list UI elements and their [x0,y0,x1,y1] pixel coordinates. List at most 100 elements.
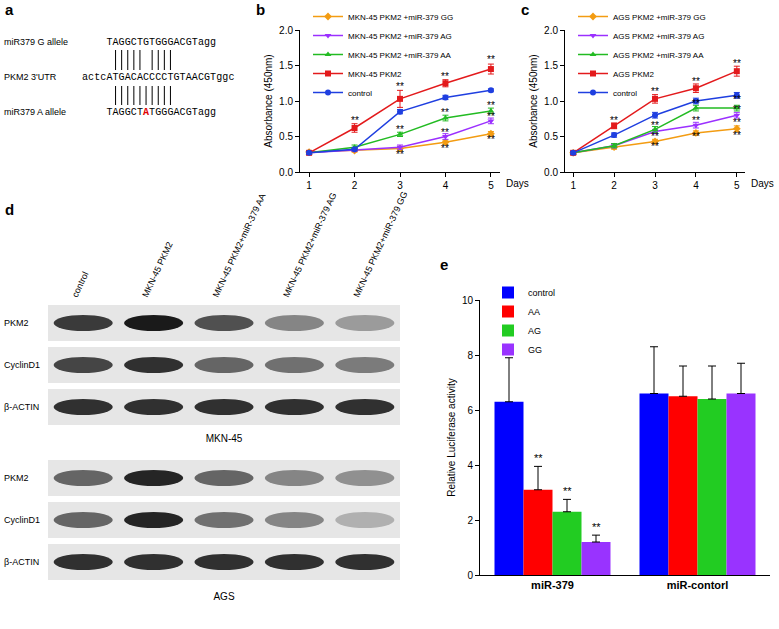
svg-text:**: ** [396,149,404,160]
svg-text:C: C [131,37,137,48]
svg-text:**: ** [692,76,700,87]
svg-text:a: a [82,72,88,83]
svg-text:PKM2: PKM2 [4,318,29,328]
svg-text:0.5: 0.5 [279,131,293,142]
svg-text:2: 2 [467,515,473,526]
svg-text:c: c [228,72,234,83]
svg-text:1.0: 1.0 [544,96,558,107]
svg-text:C: C [155,72,161,83]
svg-text:g: g [210,37,216,48]
svg-text:d: d [5,201,14,218]
svg-text:G: G [119,37,125,48]
svg-text:**: ** [441,127,449,138]
svg-text:control: control [613,89,637,98]
svg-text:**: ** [487,111,495,122]
svg-text:g: g [204,37,210,48]
svg-text:2: 2 [352,180,358,191]
svg-text:G: G [125,37,131,48]
svg-text:4: 4 [443,180,449,191]
svg-text:**: ** [692,98,700,109]
svg-text:miR379 A allele: miR379 A allele [4,107,66,117]
svg-text:G: G [119,72,125,83]
svg-text:control: control [70,270,90,299]
svg-text:**: ** [651,120,659,131]
svg-text:G: G [161,107,167,118]
svg-text:1.5: 1.5 [544,60,558,71]
svg-text:**: ** [396,81,404,92]
svg-text:AGS PKM2 +miR-379 GG: AGS PKM2 +miR-379 GG [613,13,706,22]
svg-text:C: C [198,72,204,83]
svg-text:A: A [186,72,192,83]
svg-text:G: G [155,107,161,118]
svg-text:c: c [521,1,529,18]
svg-text:T: T [137,107,143,118]
svg-text:0.0: 0.0 [279,167,293,178]
svg-text:T: T [180,72,186,83]
svg-text:**: ** [692,131,700,142]
svg-text:**: ** [610,115,618,126]
svg-text:control: control [348,89,372,98]
svg-text:T: T [106,107,112,118]
svg-text:C: C [131,72,137,83]
svg-text:2.0: 2.0 [279,25,293,36]
svg-text:MKN-45 PKM2+miR-379 AA: MKN-45 PKM2+miR-379 AA [211,192,268,299]
svg-text:A: A [174,37,180,48]
svg-text:1.5: 1.5 [279,60,293,71]
svg-text:**: ** [651,131,659,142]
svg-text:PKM2 3'UTR: PKM2 3'UTR [4,72,57,82]
svg-text:T: T [149,37,155,48]
svg-text:Days: Days [506,178,529,189]
svg-text:C: C [180,107,186,118]
svg-text:AGS PKM2: AGS PKM2 [613,70,654,79]
svg-text:2.0: 2.0 [544,25,558,36]
svg-text:c: c [100,72,106,83]
svg-text:T: T [210,72,216,83]
svg-text:2: 2 [611,180,617,191]
svg-text:**: ** [733,117,741,128]
svg-text:T: T [192,37,198,48]
svg-text:**: ** [592,521,601,533]
svg-text:A: A [137,72,143,83]
svg-text:AGS PKM2 +miR-379 AG: AGS PKM2 +miR-379 AG [613,32,704,41]
svg-text:a: a [5,1,14,18]
svg-text:Absorbance (450nm): Absorbance (450nm) [263,54,274,147]
svg-text:**: ** [733,104,741,115]
svg-text:3: 3 [397,180,403,191]
svg-text:G: G [167,107,173,118]
svg-text:G: G [143,37,149,48]
svg-text:4: 4 [693,180,699,191]
svg-text:3: 3 [652,180,658,191]
svg-text:t: t [94,72,100,83]
svg-text:**: ** [441,107,449,118]
svg-text:MKN-45 PKM2: MKN-45 PKM2 [348,70,402,79]
svg-text:b: b [256,1,265,18]
svg-text:G: G [161,37,167,48]
svg-text:0.5: 0.5 [544,131,558,142]
svg-text:0.0: 0.0 [544,167,558,178]
svg-text:G: G [125,107,131,118]
svg-text:**: ** [351,115,359,126]
svg-text:C: C [143,72,149,83]
svg-text:T: T [113,72,119,83]
svg-text:10: 10 [462,295,474,306]
svg-text:A: A [113,37,119,48]
svg-text:MKN-45 PKM2 +miR-379 GG: MKN-45 PKM2 +miR-379 GG [348,13,453,22]
svg-text:AGS: AGS [213,591,234,602]
svg-text:A: A [113,107,119,118]
svg-text:C: C [180,37,186,48]
svg-text:MKN-45 PKM2+miR-379 GG: MKN-45 PKM2+miR-379 GG [352,190,410,299]
svg-text:1.0: 1.0 [279,96,293,107]
svg-text:β-ACTIN: β-ACTIN [4,402,39,412]
svg-text:G: G [167,37,173,48]
svg-text:A: A [143,107,149,118]
svg-text:AGS PKM2 +miR-379 AA: AGS PKM2 +miR-379 AA [613,51,704,60]
svg-text:8: 8 [467,350,473,361]
svg-text:6: 6 [467,405,473,416]
svg-text:a: a [198,37,204,48]
svg-text:miR379 G allele: miR379 G allele [4,37,68,47]
svg-text:T: T [149,107,155,118]
svg-text:**: ** [563,485,572,497]
svg-text:A: A [192,72,198,83]
svg-text:T: T [192,107,198,118]
svg-text:MKN-45: MKN-45 [206,433,243,444]
